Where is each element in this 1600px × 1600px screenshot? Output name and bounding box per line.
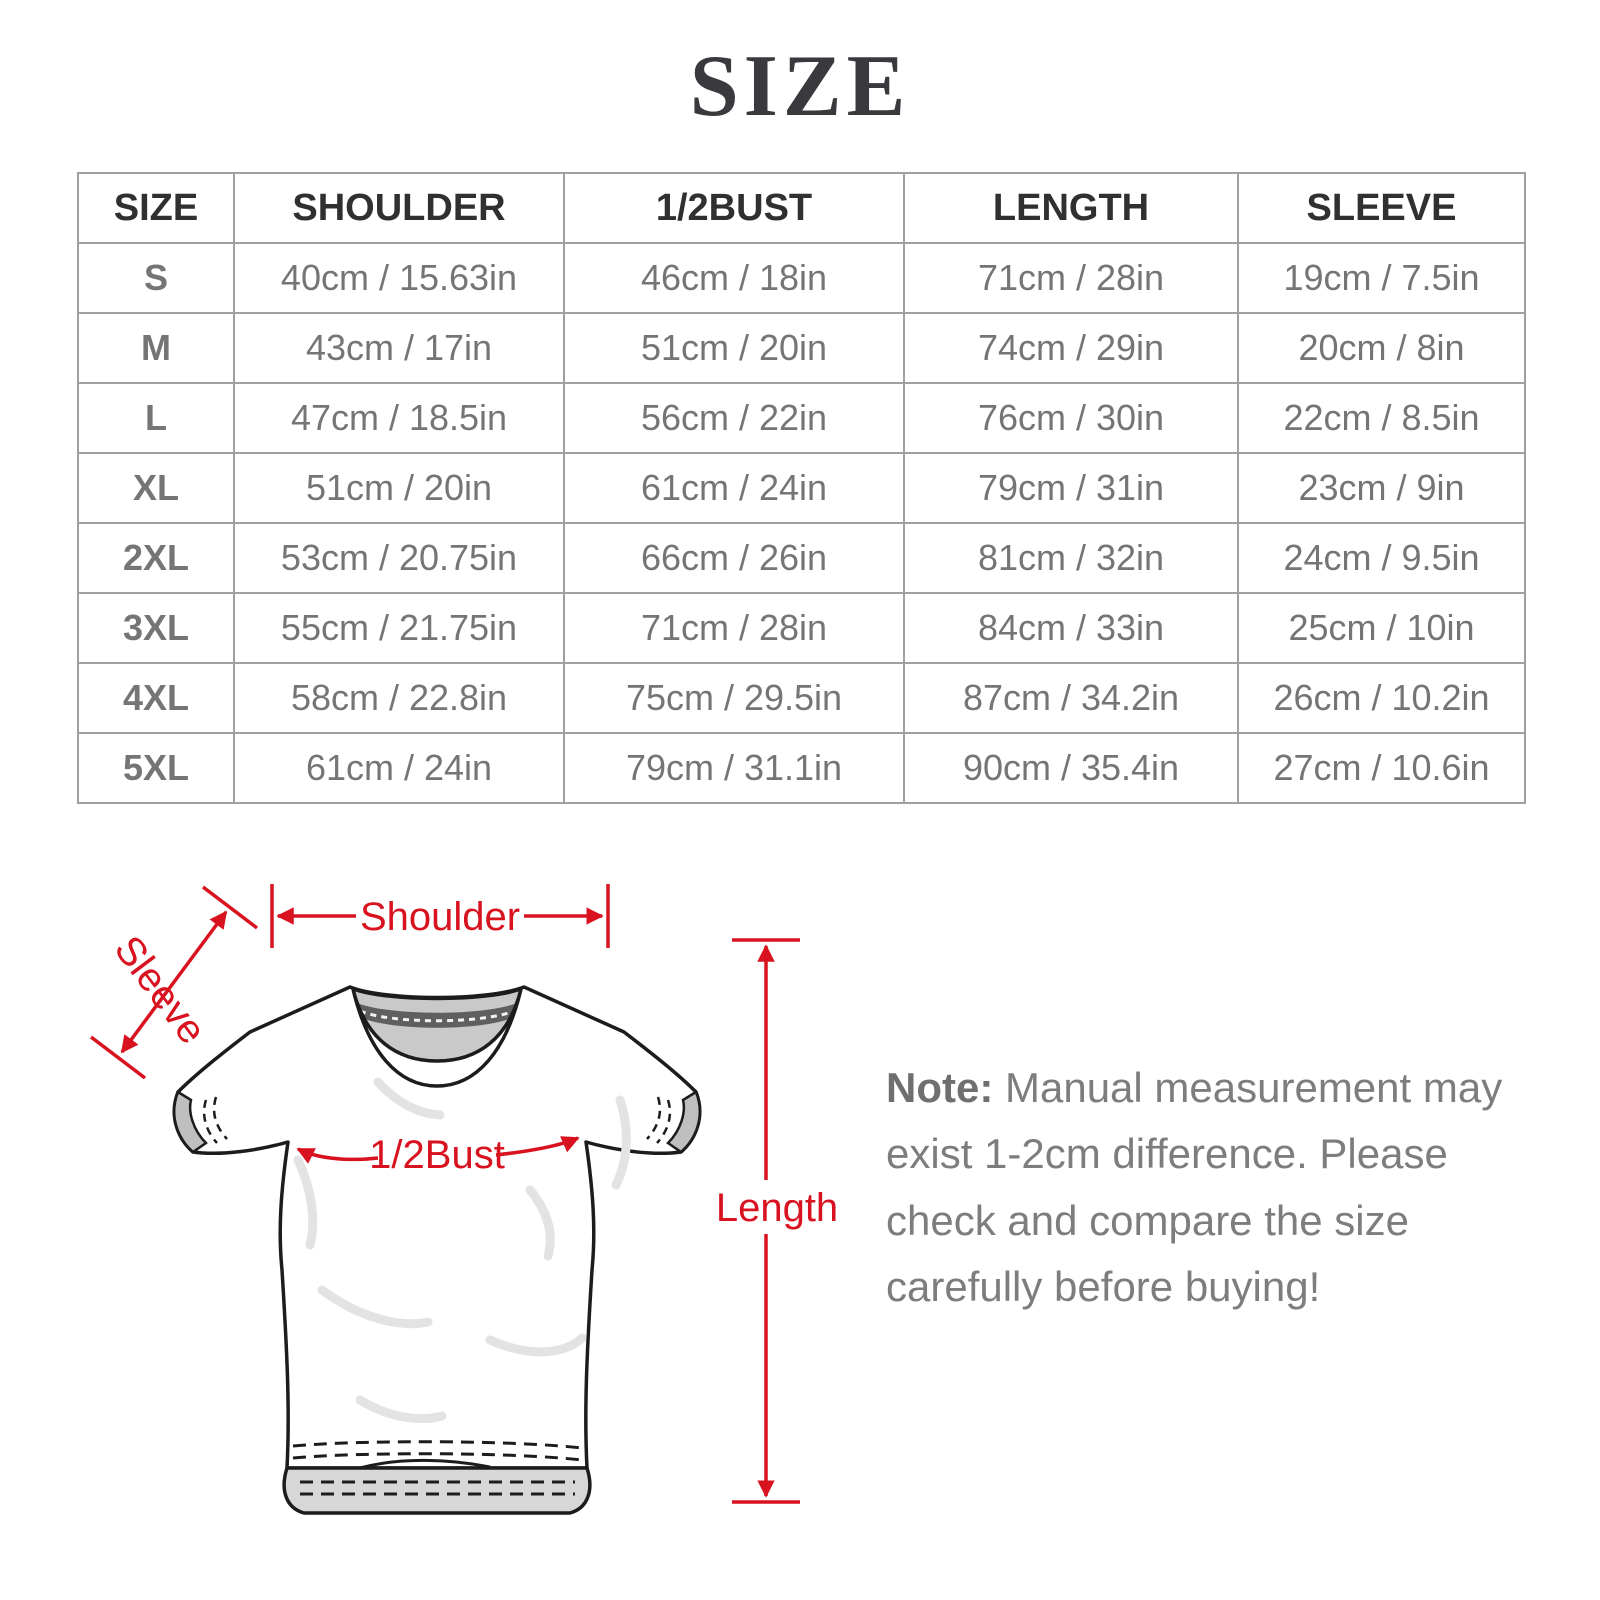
header-cell-half-bust: 1/2BUST bbox=[563, 172, 905, 244]
cell-length: 76cm / 30in bbox=[903, 382, 1239, 454]
table-row-2xl: 2XL 53cm / 20.75in 66cm / 26in 81cm / 32… bbox=[77, 522, 1526, 594]
cell-size: M bbox=[77, 312, 235, 384]
header-cell-length: LENGTH bbox=[903, 172, 1239, 244]
right-cuff-stitches bbox=[646, 1096, 672, 1144]
half-bust-label: 1/2Bust bbox=[369, 1133, 505, 1177]
collar-stitch-band bbox=[357, 1003, 517, 1028]
cell-size: 3XL bbox=[77, 592, 235, 664]
length-annotation: Length bbox=[702, 938, 854, 1504]
cell-half-bust: 56cm / 22in bbox=[563, 382, 905, 454]
cell-size: 5XL bbox=[77, 732, 235, 804]
page-title: SIZE bbox=[689, 38, 911, 135]
size-chart-table: SIZE SHOULDER 1/2BUST LENGTH SLEEVE S 40… bbox=[77, 172, 1526, 804]
cell-length: 87cm / 34.2in bbox=[903, 662, 1239, 734]
cell-half-bust: 66cm / 26in bbox=[563, 522, 905, 594]
cell-half-bust: 75cm / 29.5in bbox=[563, 662, 905, 734]
note: Note: Manual measurement may exist 1-2cm… bbox=[886, 1055, 1511, 1320]
cell-sleeve: 25cm / 10in bbox=[1237, 592, 1526, 664]
left-cuff bbox=[173, 1090, 208, 1154]
table-row-xl: XL 51cm / 20in 61cm / 24in 79cm / 31in 2… bbox=[77, 452, 1526, 524]
cell-sleeve: 24cm / 9.5in bbox=[1237, 522, 1526, 594]
cell-half-bust: 79cm / 31.1in bbox=[563, 732, 905, 804]
header-cell-sleeve: SLEEVE bbox=[1237, 172, 1526, 244]
right-cuff bbox=[666, 1090, 701, 1154]
tshirt-wrinkles bbox=[293, 1077, 631, 1424]
cell-sleeve: 26cm / 10.2in bbox=[1237, 662, 1526, 734]
half-bust-annotation: 1/2Bust bbox=[296, 1133, 580, 1177]
cell-length: 71cm / 28in bbox=[903, 242, 1239, 314]
cell-shoulder: 47cm / 18.5in bbox=[233, 382, 565, 454]
sleeve-arrow bbox=[120, 910, 228, 1054]
table-row-l: L 47cm / 18.5in 56cm / 22in 76cm / 30in … bbox=[77, 382, 1526, 454]
cell-shoulder: 51cm / 20in bbox=[233, 452, 565, 524]
cell-shoulder: 53cm / 20.75in bbox=[233, 522, 565, 594]
sleeve-bottom-tick bbox=[89, 1035, 147, 1080]
cell-size: 4XL bbox=[77, 662, 235, 734]
hem-fold-line bbox=[359, 1458, 491, 1470]
cell-sleeve: 19cm / 7.5in bbox=[1237, 242, 1526, 314]
shoulder-label: Shoulder bbox=[360, 895, 520, 939]
collar-front-band bbox=[351, 987, 523, 1088]
table-row-4xl: 4XL 58cm / 22.8in 75cm / 29.5in 87cm / 3… bbox=[77, 662, 1526, 734]
note-text: Manual measurement may exist 1-2cm diffe… bbox=[886, 1064, 1503, 1311]
cell-length: 90cm / 35.4in bbox=[903, 732, 1239, 804]
cell-shoulder: 61cm / 24in bbox=[233, 732, 565, 804]
cell-half-bust: 46cm / 18in bbox=[563, 242, 905, 314]
table-row-s: S 40cm / 15.63in 46cm / 18in 71cm / 28in… bbox=[77, 242, 1526, 314]
length-label: Length bbox=[716, 1186, 838, 1230]
tshirt-illustration bbox=[172, 985, 702, 1515]
cell-length: 84cm / 33in bbox=[903, 592, 1239, 664]
cell-sleeve: 20cm / 8in bbox=[1237, 312, 1526, 384]
note-label: Note: bbox=[886, 1064, 994, 1111]
cell-length: 79cm / 31in bbox=[903, 452, 1239, 524]
sleeve-label: Sleeve bbox=[106, 928, 215, 1052]
sleeve-top-tick bbox=[201, 885, 259, 930]
cell-size: XL bbox=[77, 452, 235, 524]
hem-band bbox=[282, 1466, 592, 1515]
cell-size: S bbox=[77, 242, 235, 314]
header-cell-size: SIZE bbox=[77, 172, 235, 244]
cell-shoulder: 55cm / 21.75in bbox=[233, 592, 565, 664]
cell-half-bust: 71cm / 28in bbox=[563, 592, 905, 664]
table-row-5xl: 5XL 61cm / 24in 79cm / 31.1in 90cm / 35.… bbox=[77, 732, 1526, 804]
table-row-m: M 43cm / 17in 51cm / 20in 74cm / 29in 20… bbox=[77, 312, 1526, 384]
left-cuff-stitches bbox=[202, 1096, 228, 1144]
cell-length: 81cm / 32in bbox=[903, 522, 1239, 594]
header-cell-shoulder: SHOULDER bbox=[233, 172, 565, 244]
table-row-3xl: 3XL 55cm / 21.75in 71cm / 28in 84cm / 33… bbox=[77, 592, 1526, 664]
cell-size: L bbox=[77, 382, 235, 454]
shoulder-annotation: Shoulder bbox=[270, 884, 610, 948]
hem-stitches bbox=[292, 1440, 583, 1496]
cell-length: 74cm / 29in bbox=[903, 312, 1239, 384]
tshirt-measurement-diagram: Shoulder Sleeve 1/2Bust Length bbox=[89, 884, 854, 1515]
half-bust-right-arrow bbox=[495, 1136, 580, 1157]
cell-sleeve: 27cm / 10.6in bbox=[1237, 732, 1526, 804]
cell-half-bust: 51cm / 20in bbox=[563, 312, 905, 384]
collar-stitch-zigzag bbox=[359, 1009, 515, 1023]
cell-sleeve: 22cm / 8.5in bbox=[1237, 382, 1526, 454]
cell-sleeve: 23cm / 9in bbox=[1237, 452, 1526, 524]
cell-half-bust: 61cm / 24in bbox=[563, 452, 905, 524]
table-header-row: SIZE SHOULDER 1/2BUST LENGTH SLEEVE bbox=[77, 172, 1526, 244]
half-bust-left-arrow bbox=[296, 1147, 379, 1164]
cell-size: 2XL bbox=[77, 522, 235, 594]
cell-shoulder: 43cm / 17in bbox=[233, 312, 565, 384]
cell-shoulder: 40cm / 15.63in bbox=[233, 242, 565, 314]
cell-shoulder: 58cm / 22.8in bbox=[233, 662, 565, 734]
